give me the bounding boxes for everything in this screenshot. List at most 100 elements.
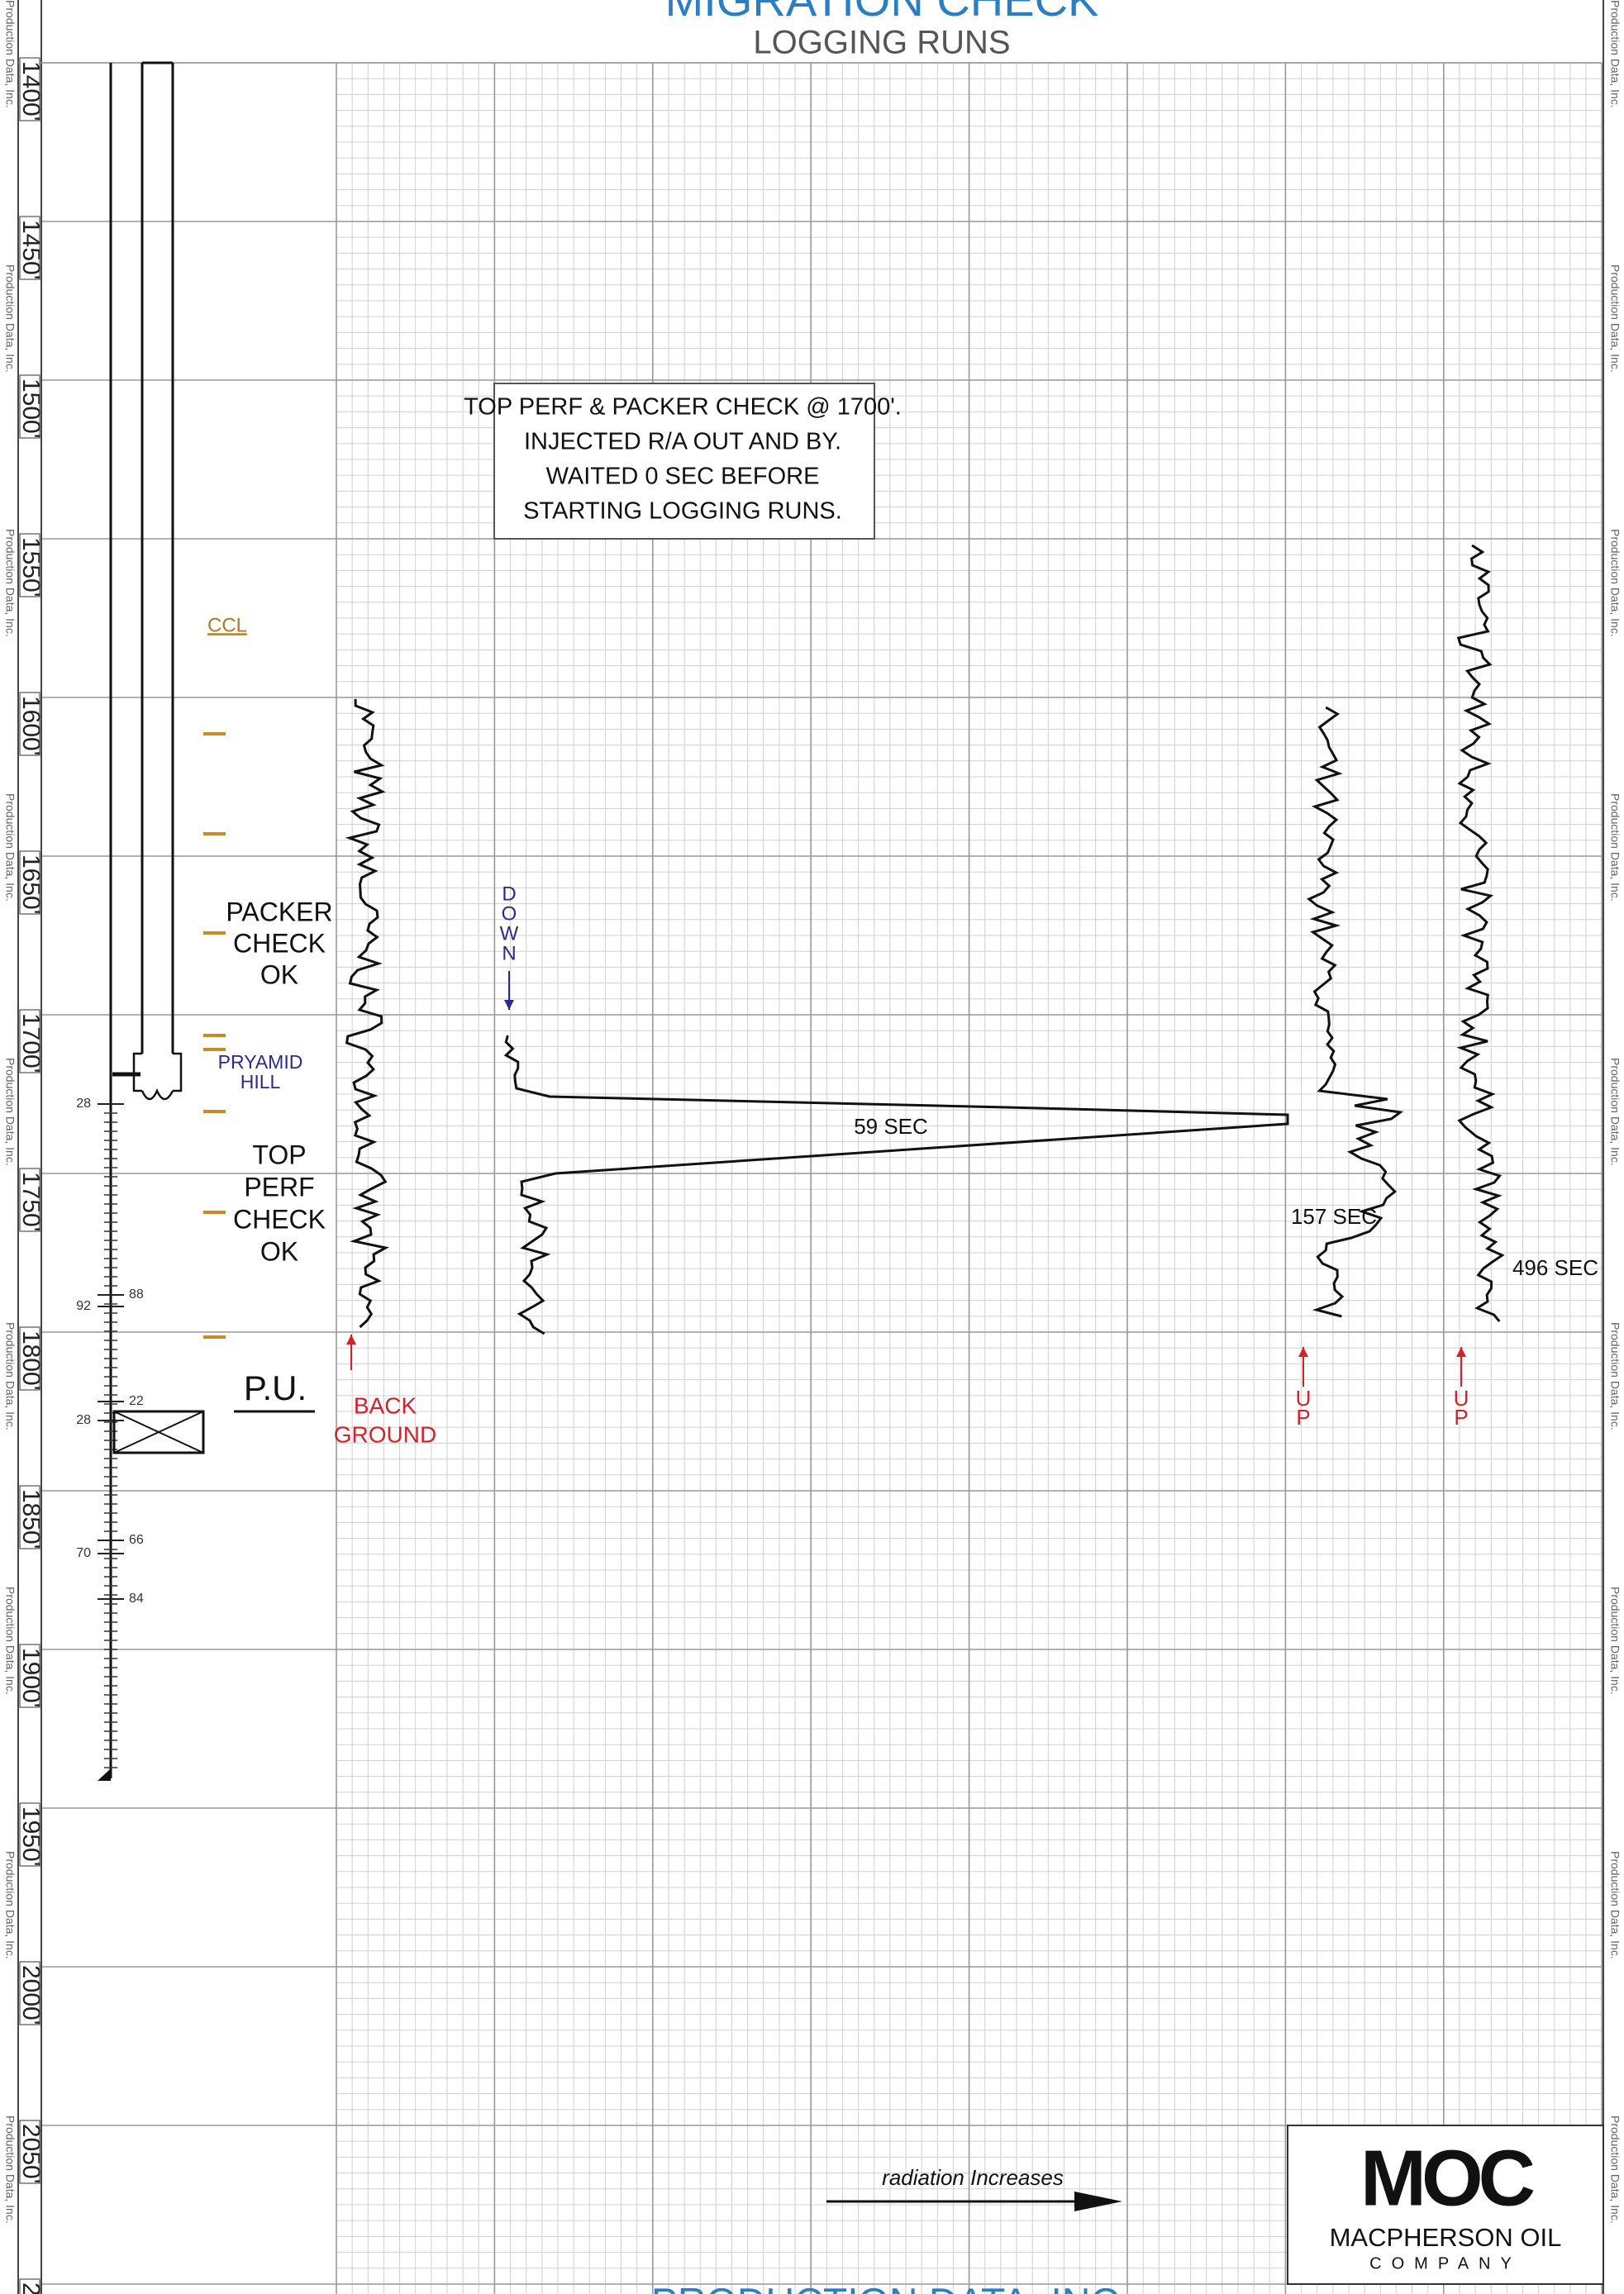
depth-box	[19, 216, 40, 280]
formation-label: PRYAMID	[218, 1051, 303, 1073]
depth-label: 2050'	[17, 2124, 45, 2183]
packer-check: CHECK	[233, 928, 326, 958]
depth-label: 1950'	[17, 1806, 45, 1866]
watermark: Production Data, Inc.	[3, 0, 17, 108]
tubing-label: 70	[76, 1546, 91, 1560]
depth-label: 1650'	[17, 854, 45, 914]
depth-box	[19, 1326, 40, 1391]
note-box	[493, 383, 875, 540]
depth-box	[19, 1168, 40, 1232]
depth-box	[19, 2120, 40, 2184]
watermark: Production Data, Inc.	[3, 2116, 17, 2224]
radiation-label: radiation Increases	[882, 2165, 1064, 2190]
watermark: Production Data, Inc.	[3, 529, 17, 637]
depth-box	[19, 1644, 40, 1708]
depth-label: 1400'	[17, 61, 45, 121]
depth-label: 1600'	[17, 696, 45, 755]
top-perf-check: PERF	[244, 1172, 314, 1202]
arrow-head	[504, 1000, 514, 1010]
depth-label: 1700'	[17, 1013, 45, 1073]
watermark: Production Data, Inc.	[1608, 1587, 1622, 1695]
up-label: U	[1454, 1386, 1469, 1411]
watermark: Production Data, Inc.	[3, 793, 17, 902]
depth-label: 1750'	[17, 1172, 45, 1231]
down-label: O	[502, 902, 517, 925]
top-perf-check: OK	[260, 1236, 298, 1266]
arrow-head	[1298, 1347, 1308, 1357]
packer-box	[112, 1410, 205, 1454]
log-trace	[1456, 544, 1505, 1322]
log-trace	[345, 698, 389, 1329]
top-perf-check: TOP	[252, 1140, 306, 1169]
shoe	[98, 1768, 111, 1781]
tubing-label: 22	[129, 1394, 144, 1408]
footer: PRODUCTION DATA, INC	[651, 2282, 1119, 2294]
depth-label: 2000'	[17, 1965, 45, 2025]
note-line: TOP PERF & PACKER CHECK @ 1700'.	[464, 394, 902, 421]
depth-box	[19, 850, 40, 915]
packer-check: OK	[260, 959, 298, 989]
down-label: W	[500, 922, 519, 945]
depth-box	[19, 1961, 40, 2025]
watermark: Production Data, Inc.	[1608, 2116, 1622, 2224]
title: MIGRATION CHECK	[665, 0, 1099, 26]
depth-box	[19, 374, 40, 439]
arrow-head	[1456, 1347, 1466, 1357]
top-perf-check: CHECK	[233, 1204, 326, 1234]
wellbore	[113, 1411, 204, 1454]
grid: Production Data, Inc. Production Data, In…	[3, 0, 1622, 2294]
subtitle: LOGGING RUNS	[753, 25, 1010, 61]
watermark: Production Data, Inc.	[1608, 793, 1622, 902]
tubing-label: 92	[76, 1299, 91, 1313]
run-label: 59 SEC	[854, 1114, 928, 1139]
watermark: Production Data, Inc.	[1608, 0, 1622, 108]
depth-label: 1550'	[17, 537, 45, 597]
watermark: Production Data, Inc.	[3, 1851, 17, 1959]
drawing: 1400' 1450' 1500' 1550' 1600' 1650' 1700' 1750'…	[17, 57, 1604, 2294]
tubing-label: 84	[129, 1592, 144, 1606]
watermark: Production Data, Inc.	[3, 1322, 17, 1430]
logo-box	[1287, 2125, 1604, 2285]
formation-label: HILL	[241, 1071, 281, 1092]
depth-box	[19, 57, 40, 121]
run-label: 496 SEC	[1512, 1255, 1598, 1280]
background-label: BACK	[354, 1392, 417, 1418]
depth-label: 1850'	[17, 1489, 45, 1549]
background-label: GROUND	[334, 1421, 436, 1447]
depth-label: 1500'	[17, 378, 45, 438]
watermark: Production Data, Inc.	[1608, 1322, 1622, 1430]
logo-sub: COMPANY	[1369, 2254, 1522, 2273]
logo-mark: MOC	[1360, 2134, 1534, 2222]
depth-label: 1800'	[17, 1330, 45, 1390]
depth-box	[19, 1802, 40, 1867]
packer-check: PACKER	[226, 897, 332, 926]
tubing-label: 28	[76, 1413, 91, 1427]
up-label: P	[1296, 1405, 1310, 1430]
depth-box	[19, 2278, 40, 2294]
watermark: Production Data, Inc.	[1608, 529, 1622, 637]
watermark: Production Data, Inc.	[3, 1587, 17, 1695]
tubing-label: 66	[129, 1533, 144, 1547]
logo-name: MACPHERSON OIL	[1330, 2223, 1562, 2252]
watermark: Production Data, Inc.	[1608, 1058, 1622, 1166]
up-label: P	[1454, 1405, 1468, 1430]
depth-label: 1900'	[17, 1648, 45, 1707]
note-line: STARTING LOGGING RUNS.	[523, 498, 842, 525]
note-line: WAITED 0 SEC BEFORE	[546, 464, 820, 490]
depth-box	[19, 1009, 40, 1073]
arrow-head	[346, 1335, 356, 1345]
run-label: 157 SEC	[1291, 1204, 1377, 1229]
down-label: D	[502, 883, 516, 905]
depth-box	[19, 692, 40, 756]
tubing-label: 28	[76, 1097, 91, 1111]
depth-label: 1450'	[17, 220, 45, 279]
depth-box	[19, 1485, 40, 1549]
watermark: Production Data, Inc.	[1608, 1851, 1622, 1959]
log-trace	[503, 1035, 1289, 1335]
watermark: Production Data, Inc.	[3, 264, 17, 373]
tubing-label: 88	[129, 1287, 144, 1302]
arrow-head	[1074, 2192, 1122, 2211]
ccl-label: CCL	[207, 614, 247, 636]
